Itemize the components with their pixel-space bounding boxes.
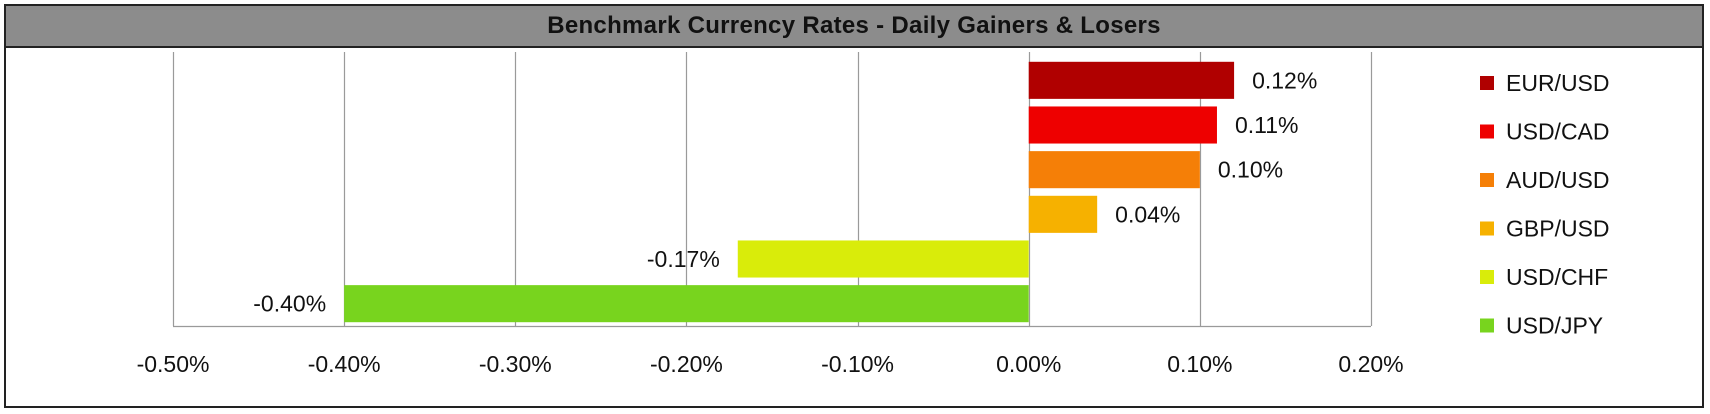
- legend-label: USD/CHF: [1506, 264, 1608, 290]
- x-tick-label: 0.20%: [1338, 351, 1403, 377]
- data-label: -0.17%: [647, 246, 720, 272]
- data-label: 0.04%: [1115, 201, 1180, 227]
- x-tick-label: -0.30%: [479, 351, 552, 377]
- data-label: 0.12%: [1252, 67, 1317, 93]
- x-tick-label: 0.10%: [1167, 351, 1232, 377]
- x-tick-label: -0.10%: [821, 351, 894, 377]
- legend-label: GBP/USD: [1506, 216, 1610, 242]
- data-label: 0.11%: [1235, 112, 1299, 138]
- data-label: -0.40%: [253, 291, 326, 317]
- x-tick-label: 0.00%: [996, 351, 1061, 377]
- bar-eur-usd: [1028, 61, 1235, 99]
- bar-usd-cad: [1028, 106, 1217, 144]
- legend-swatch: [1480, 221, 1494, 236]
- legend-label: EUR/USD: [1506, 70, 1610, 96]
- bar-usd-jpy: [344, 285, 1029, 323]
- legend: EUR/USD USD/CAD AUD/USD GBP/USD USD/CHF USD/J…: [1480, 70, 1610, 339]
- x-tick-label: -0.20%: [650, 351, 723, 377]
- legend-label: USD/CAD: [1506, 119, 1610, 145]
- chart-title: Benchmark Currency Rates - Daily Gainers…: [547, 12, 1161, 39]
- legend-swatch: [1480, 124, 1494, 139]
- gridlines: [172, 52, 1373, 328]
- legend-swatch: [1480, 173, 1494, 187]
- x-axis-ticks: -0.50% -0.40% -0.30% -0.20% -0.10% 0.00% 0.10%…: [137, 351, 1404, 377]
- bars: [344, 61, 1235, 323]
- legend-label: AUD/USD: [1506, 167, 1610, 193]
- legend-swatch: [1480, 76, 1494, 90]
- legend-swatch: [1480, 318, 1494, 333]
- bar-gbp-usd: [1028, 195, 1098, 233]
- x-tick-label: -0.50%: [137, 351, 210, 377]
- chart-frame: [4, 4, 1704, 408]
- x-tick-label: -0.40%: [308, 351, 381, 377]
- bar-usd-chf: [737, 240, 1029, 278]
- legend-swatch: [1480, 270, 1494, 284]
- data-label: 0.10%: [1218, 157, 1283, 183]
- legend-label: USD/JPY: [1506, 313, 1603, 339]
- bar-aud-usd: [1028, 151, 1200, 189]
- data-labels: 0.12% 0.11% 0.10% 0.04% -0.17% -0.40%: [253, 67, 1317, 316]
- chart-title-bar: Benchmark Currency Rates - Daily Gainers…: [4, 4, 1704, 48]
